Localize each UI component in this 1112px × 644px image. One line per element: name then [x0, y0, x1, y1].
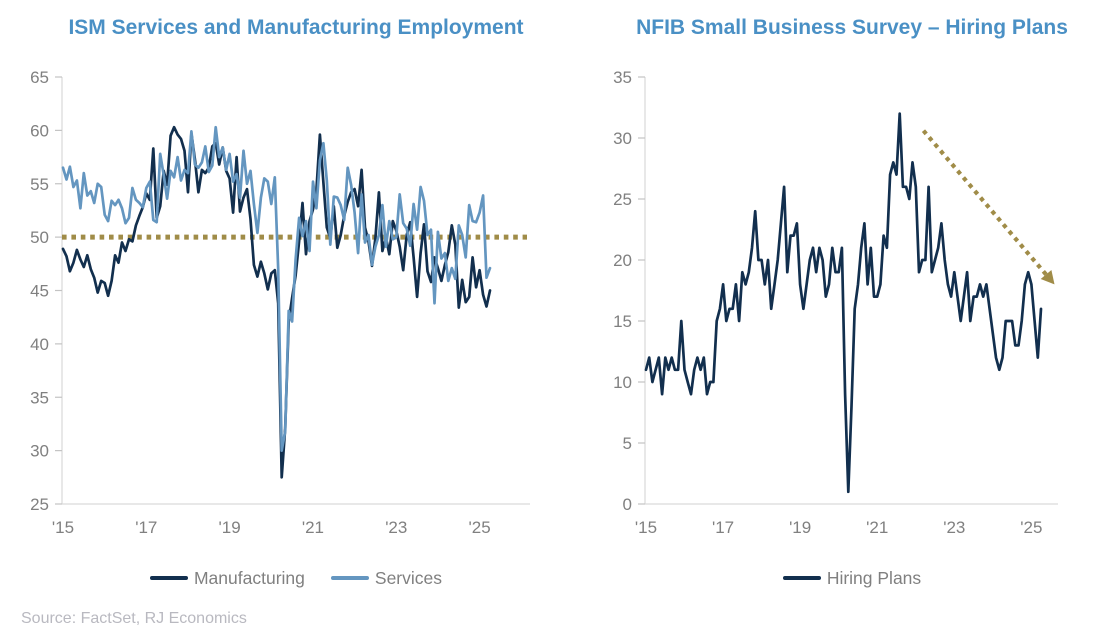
y-tick-label: 35	[30, 388, 49, 407]
legend-item-manufacturing: Manufacturing	[149, 567, 305, 589]
y-tick-label: 50	[30, 228, 49, 247]
x-tick-label: '15	[52, 518, 74, 537]
trend-arrow-shaft	[921, 129, 1048, 276]
x-tick-label: '19	[219, 518, 241, 537]
x-tick-label: '23	[943, 518, 965, 537]
y-tick-label: 45	[30, 282, 49, 301]
legend-swatch-services	[330, 576, 369, 580]
legend-swatch-hiring-plans	[782, 576, 821, 580]
y-tick-label: 25	[30, 495, 49, 514]
legend-item-hiring-plans: Hiring Plans	[782, 567, 922, 589]
y-tick-label: 40	[30, 335, 49, 354]
y-tick-label: 15	[613, 312, 632, 331]
y-tick-label: 30	[30, 442, 49, 461]
x-tick-label: '21	[866, 518, 888, 537]
x-tick-label: '19	[789, 518, 811, 537]
nfib-hiring-plans-plot: 0 5 10 15 20 25 30 35 '15 '17 '19 '21 '23 '25	[613, 68, 1058, 537]
x-tick-label: '23	[385, 518, 407, 537]
legend-swatch-manufacturing	[149, 576, 188, 580]
plot-area: 25 30 35 40 45 50 55 60 65 '15 '17 '19 '21 '23 '25	[30, 68, 530, 537]
ism-employment-plot: 25 30 35 40 45 50 55 60 65 '15 '17 '19 '21 '23 '25	[30, 68, 530, 537]
trend-arrow-head	[1040, 270, 1055, 285]
x-tick-label: '25	[1020, 518, 1042, 537]
x-tick-label: '21	[302, 518, 324, 537]
chart-title-nfib: NFIB Small Business Survey – Hiring Plan…	[636, 16, 1068, 39]
legend-ism: Manufacturing Services	[36, 563, 556, 593]
y-tick-label: 10	[613, 373, 632, 392]
y-tick-label: 5	[623, 434, 632, 453]
y-tick-label: 65	[30, 68, 49, 87]
legend-label-manufacturing: Manufacturing	[193, 567, 305, 588]
y-tick-label: 0	[623, 495, 632, 514]
y-tick-label: 35	[613, 68, 632, 87]
plot-area: 0 5 10 15 20 25 30 35 '15 '17 '19 '21 '23 '25	[613, 68, 1058, 537]
chart-nfib-hiring-plans: NFIB Small Business Survey – Hiring Plan…	[556, 0, 1112, 644]
legend-nfib: Hiring Plans	[592, 563, 1112, 593]
source-note: Source: FactSet, RJ Economics	[21, 610, 247, 627]
y-tick-label: 60	[30, 121, 49, 140]
series-line-services	[61, 125, 492, 452]
legend-label-services: Services	[374, 567, 442, 588]
y-tick-label: 20	[613, 251, 632, 270]
chart-title-ism: ISM Services and Manufacturing Employmen…	[68, 16, 524, 39]
series-line-hiring-plans	[644, 112, 1043, 494]
y-tick-label: 25	[613, 190, 632, 209]
chart-ism-employment: ISM Services and Manufacturing Employmen…	[30, 16, 556, 593]
x-tick-label: '17	[712, 518, 734, 537]
series-line-manufacturing	[61, 125, 492, 479]
y-tick-label: 55	[30, 175, 49, 194]
y-tick-label: 30	[613, 129, 632, 148]
x-tick-label: '25	[469, 518, 491, 537]
legend-label-hiring-plans: Hiring Plans	[826, 567, 922, 588]
x-tick-label: '17	[135, 518, 157, 537]
x-tick-label: '15	[635, 518, 657, 537]
legend-item-services: Services	[330, 567, 442, 589]
